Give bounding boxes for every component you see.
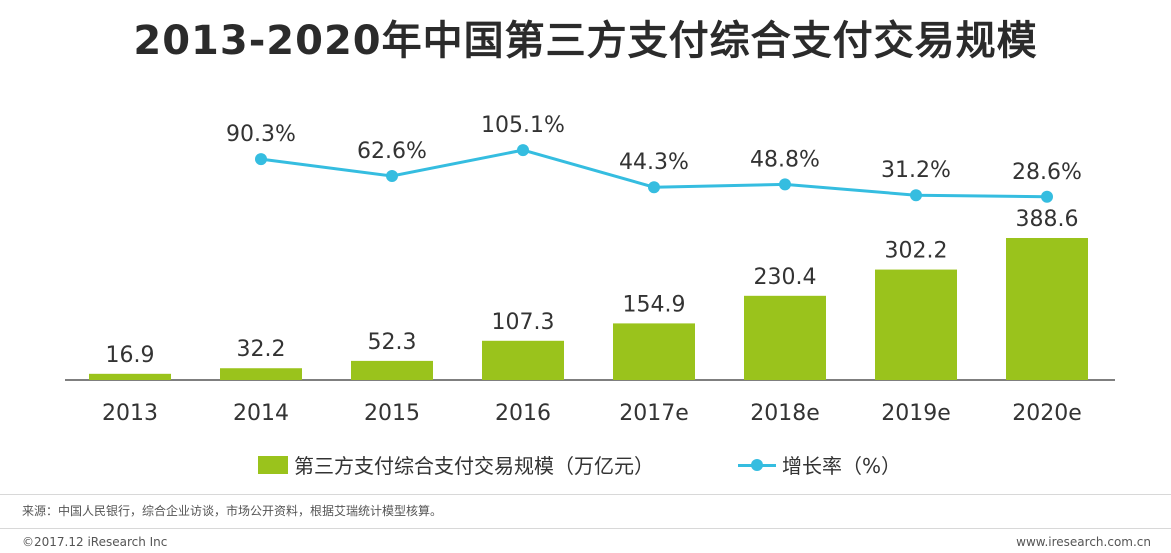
legend-bar: 第三方支付综合支付交易规模（万亿元） <box>258 450 654 479</box>
bars-layer <box>89 238 1088 380</box>
growth-point <box>517 144 529 157</box>
legend-bar-swatch <box>258 455 288 474</box>
legend-line: 增长率（%） <box>738 450 901 479</box>
growth-value-label: 90.3% <box>226 122 296 147</box>
growth-value-label: 62.6% <box>357 139 427 164</box>
growth-point <box>1041 190 1053 203</box>
bar-value-label: 107.3 <box>492 310 555 335</box>
bar-value-label: 16.9 <box>106 343 155 368</box>
growth-point <box>255 153 267 166</box>
bar-2019e <box>875 269 957 380</box>
growth-value-label: 31.2% <box>881 158 951 183</box>
bar-2016 <box>482 340 564 380</box>
legend-line-swatch <box>738 456 776 474</box>
bar-2014 <box>220 368 302 380</box>
x-tick-label: 2019e <box>881 401 951 426</box>
x-tick-label: 2020e <box>1012 401 1082 426</box>
x-tick-label: 2018e <box>750 401 820 426</box>
source-note: 来源：中国人民银行，综合企业访谈，市场公开资料，根据艾瑞统计模型核算。 <box>22 504 443 518</box>
bar-2013 <box>89 373 171 380</box>
bar-value-label: 154.9 <box>623 292 686 317</box>
growth-value-label: 105.1% <box>481 113 565 138</box>
growth-point <box>910 189 922 202</box>
bar-value-label: 388.6 <box>1016 207 1079 232</box>
site-url: www.iresearch.com.cn <box>1016 535 1151 549</box>
legend-bar-label: 第三方支付综合支付交易规模（万亿元） <box>294 454 654 478</box>
growth-point <box>779 178 791 191</box>
footer-divider-bottom <box>0 528 1171 529</box>
x-tick-label: 2015 <box>364 401 420 426</box>
growth-point <box>648 181 660 194</box>
bar-value-label: 32.2 <box>237 337 286 362</box>
growth-value-label: 48.8% <box>750 147 820 172</box>
growth-point <box>386 170 398 182</box>
chart-title: 2013-2020年中国第三方支付综合支付交易规模 <box>133 18 1038 64</box>
growth-value-label: 44.3% <box>619 150 689 175</box>
legend-line-label: 增长率（%） <box>782 454 902 478</box>
bar-value-label: 230.4 <box>754 265 817 290</box>
x-tick-label: 2016 <box>495 401 551 426</box>
bar-2020e <box>1006 238 1088 380</box>
x-tick-label: 2013 <box>102 401 158 426</box>
x-tick-label: 2014 <box>233 401 289 426</box>
labels-layer: 16.9 2013 32.2 2014 52.3 2015 107.3 2016 154.9 20… <box>102 113 1082 426</box>
bar-2018e <box>744 295 826 380</box>
bar-2017e <box>613 323 695 380</box>
x-tick-label: 2017e <box>619 401 689 426</box>
footer-divider <box>0 494 1171 495</box>
bar-value-label: 52.3 <box>368 330 417 355</box>
growth-line-layer <box>255 144 1053 203</box>
copyright: ©2017.12 iResearch Inc <box>22 535 168 549</box>
growth-value-label: 28.6% <box>1012 160 1082 185</box>
bar-2015 <box>351 360 433 380</box>
bar-value-label: 302.2 <box>885 239 948 264</box>
